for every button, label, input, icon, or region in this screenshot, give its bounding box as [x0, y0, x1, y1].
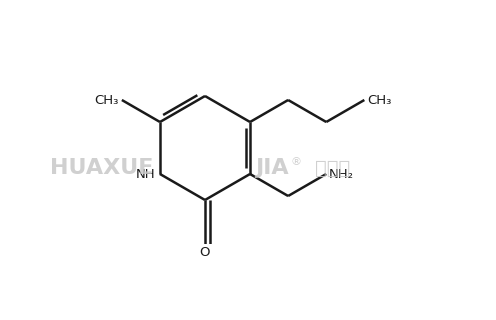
- Text: ®: ®: [290, 157, 301, 167]
- Text: CH₃: CH₃: [368, 93, 392, 107]
- Text: CH₃: CH₃: [94, 93, 119, 107]
- Text: JIA: JIA: [255, 158, 289, 178]
- Text: NH: NH: [135, 167, 155, 180]
- Text: 化学加: 化学加: [315, 158, 350, 178]
- Text: O: O: [200, 246, 210, 259]
- Text: HUAXUE: HUAXUE: [50, 158, 153, 178]
- Text: NH₂: NH₂: [329, 167, 354, 180]
